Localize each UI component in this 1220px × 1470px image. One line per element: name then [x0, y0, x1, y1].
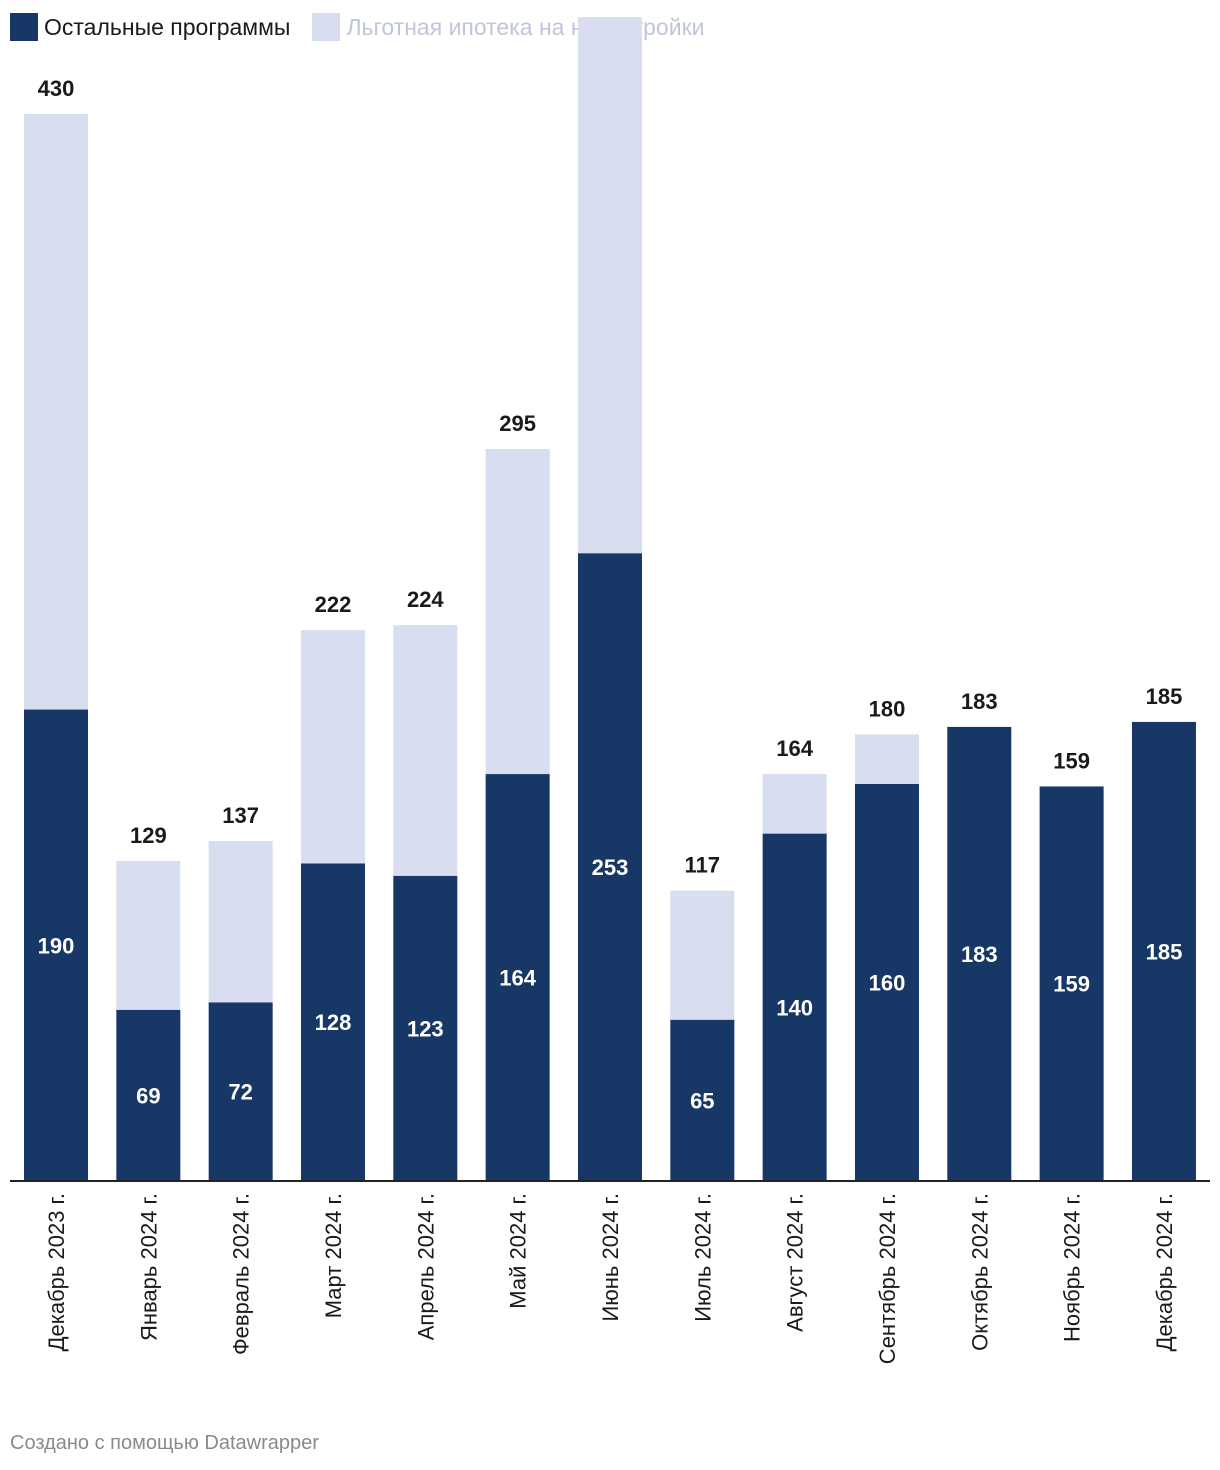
x-tick-label: Июль 2024 г.	[690, 1193, 715, 1322]
data-label-total: 137	[222, 803, 259, 828]
data-label-total: 185	[1146, 684, 1183, 709]
data-label-other-programs: 69	[136, 1083, 160, 1108]
bar-other-programs	[1131, 721, 1196, 1181]
legend-label-preferential-mortgage: Льготная ипотека на новостройки	[346, 13, 705, 40]
bar-other-programs	[854, 783, 919, 1181]
bar-other-programs	[762, 833, 827, 1181]
x-tick-label: Декабрь 2024 г.	[1152, 1193, 1177, 1351]
bar-preferential-mortgage	[116, 860, 181, 1010]
legend-swatch-preferential-mortgage	[312, 13, 341, 41]
data-label-other-programs: 72	[228, 1080, 252, 1105]
data-label-total: 180	[869, 696, 906, 721]
data-label-total: 469	[592, 0, 629, 4]
data-label-other-programs: 185	[1146, 939, 1183, 964]
bar-other-programs	[116, 1009, 181, 1181]
bar-other-programs	[208, 1002, 273, 1181]
data-label-total: 159	[1053, 748, 1090, 773]
data-label-other-programs: 253	[592, 855, 629, 880]
bar-other-programs	[393, 875, 458, 1181]
legend: Остальные программы Льготная ипотека на …	[10, 12, 726, 42]
bar-other-programs	[947, 726, 1012, 1181]
data-label-total: 224	[407, 587, 444, 612]
x-tick-label: Ноябрь 2024 г.	[1060, 1193, 1085, 1342]
legend-swatch-other-programs	[10, 13, 38, 41]
bar-other-programs	[24, 709, 88, 1181]
data-label-other-programs: 123	[407, 1016, 444, 1041]
bar-preferential-mortgage	[670, 890, 735, 1020]
bar-preferential-mortgage	[208, 841, 273, 1003]
x-tick-label: Сентябрь 2024 г.	[875, 1193, 900, 1364]
x-tick-label: Март 2024 г.	[321, 1193, 346, 1318]
x-tick-label: Май 2024 г.	[506, 1193, 531, 1309]
data-label-other-programs: 159	[1053, 972, 1090, 997]
bar-other-programs	[1039, 786, 1104, 1181]
bar-preferential-mortgage	[854, 734, 919, 784]
data-label-other-programs: 140	[776, 995, 813, 1020]
data-label-other-programs: 164	[499, 966, 536, 991]
legend-item-preferential-mortgage[interactable]: Льготная ипотека на новостройки	[312, 13, 704, 41]
x-tick-label: Апрель 2024 г.	[413, 1193, 438, 1340]
bar-other-programs	[300, 863, 365, 1181]
data-label-total: 430	[38, 76, 75, 101]
bar-other-programs	[485, 774, 550, 1181]
x-tick-label: Октябрь 2024 г.	[967, 1193, 992, 1351]
data-label-other-programs: 65	[690, 1088, 714, 1113]
x-tick-label: Февраль 2024 г.	[229, 1193, 254, 1355]
data-label-total: 222	[315, 592, 352, 617]
stacked-bar-chart: 190 430 Декабрь 2023 г. 69 129 Январь 2024 г.…	[10, 0, 1210, 1364]
legend-item-other-programs[interactable]: Остальные программы	[10, 13, 290, 41]
footer-credit: Создано с помощью Datawrapper	[10, 1432, 319, 1454]
data-label-other-programs: 190	[38, 933, 75, 958]
data-label-total: 183	[961, 689, 998, 714]
x-tick-label: Декабрь 2023 г.	[44, 1193, 69, 1351]
bar-preferential-mortgage	[577, 17, 642, 554]
bar-preferential-mortgage	[24, 113, 88, 710]
x-tick-label: Январь 2024 г.	[136, 1193, 161, 1341]
data-label-total: 295	[499, 411, 536, 436]
data-label-other-programs: 160	[869, 970, 906, 995]
x-tick-label: Июнь 2024 г.	[598, 1193, 623, 1322]
bar-other-programs	[670, 1019, 735, 1181]
bar-preferential-mortgage	[300, 630, 365, 864]
bar-other-programs	[577, 553, 642, 1181]
data-label-total: 117	[685, 853, 721, 878]
bar-preferential-mortgage	[762, 774, 827, 834]
bar-preferential-mortgage	[393, 625, 458, 876]
data-label-other-programs: 128	[315, 1010, 352, 1035]
legend-label-other-programs: Остальные программы	[44, 13, 291, 40]
data-label-total: 129	[130, 823, 167, 848]
bar-preferential-mortgage	[485, 448, 550, 775]
x-tick-label: Август 2024 г.	[783, 1193, 808, 1332]
data-label-other-programs: 183	[961, 942, 998, 967]
data-label-total: 164	[776, 736, 813, 761]
